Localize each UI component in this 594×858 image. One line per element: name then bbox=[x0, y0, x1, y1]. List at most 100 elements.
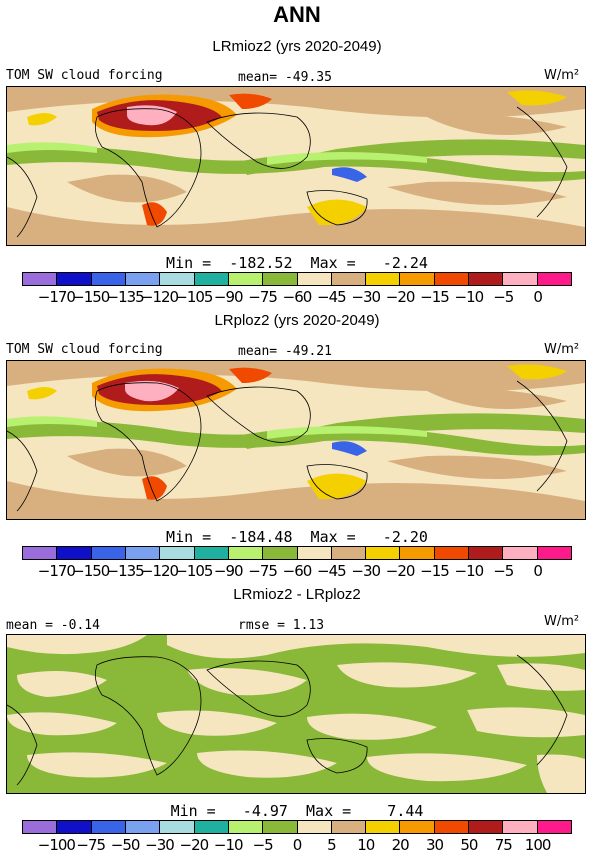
colorbar-swatch bbox=[400, 821, 435, 833]
colorbar-tick-label: −20 bbox=[179, 836, 210, 854]
colorbar-tick-label: −5 bbox=[252, 836, 274, 854]
panel-2-map bbox=[6, 360, 586, 520]
colorbar-swatch bbox=[23, 273, 58, 285]
panel-2-minmax: Min = -184.48 Max = -2.20 bbox=[166, 528, 428, 546]
colorbar-swatch bbox=[503, 547, 538, 559]
colorbar-tick-label: −75 bbox=[248, 288, 278, 306]
colorbar-swatch bbox=[331, 547, 367, 559]
colorbar-swatch bbox=[194, 547, 229, 559]
panel-3-colorbar-ticks: −100 −75 −50 −30 −20 −10 −5 0 5 10 20 30 50 75 100 bbox=[22, 836, 572, 854]
colorbar-tick-label: −20 bbox=[385, 562, 416, 580]
colorbar-swatch bbox=[366, 547, 401, 559]
colorbar-tick-label: 0 bbox=[292, 836, 302, 854]
panel-1-minmax: Min = -182.52 Max = -2.24 bbox=[166, 254, 428, 272]
panel-1-map bbox=[6, 86, 586, 246]
colorbar-tick-label: 5 bbox=[327, 836, 336, 854]
colorbar-tick-label: −170 bbox=[37, 562, 76, 580]
colorbar-swatch bbox=[503, 821, 538, 833]
panel-1-mean-label: mean= -49.35 bbox=[238, 70, 332, 85]
colorbar-swatch bbox=[263, 821, 298, 833]
colorbar-swatch bbox=[160, 273, 195, 285]
colorbar-tick-label: −105 bbox=[175, 288, 213, 306]
colorbar-tick-label: −75 bbox=[248, 562, 278, 580]
panel-2-colorbar-ticks: −170 −150 −135 −120 −105 −90 −75 −60 −45 −30 −20 −1… bbox=[22, 562, 572, 580]
figure-title: ANN bbox=[273, 2, 321, 27]
colorbar-tick-label: −50 bbox=[110, 836, 141, 854]
colorbar-swatch bbox=[91, 821, 126, 833]
colorbar-swatch bbox=[160, 547, 195, 559]
colorbar-tick-label: −60 bbox=[282, 562, 313, 580]
colorbar-swatch bbox=[503, 273, 538, 285]
colorbar-tick-label: 20 bbox=[391, 836, 410, 854]
colorbar-swatch bbox=[469, 547, 504, 559]
colorbar-tick-label: −120 bbox=[140, 562, 179, 580]
colorbar-swatch bbox=[331, 273, 367, 285]
panel-2-colorbar bbox=[22, 546, 572, 560]
colorbar-tick-label: 75 bbox=[494, 836, 513, 854]
colorbar-swatch bbox=[297, 547, 332, 559]
colorbar-tick-label: −5 bbox=[493, 562, 514, 580]
colorbar-swatch bbox=[125, 821, 161, 833]
colorbar-swatch bbox=[400, 273, 435, 285]
colorbar-swatch bbox=[23, 547, 58, 559]
panel-2-mean-label: mean= -49.21 bbox=[238, 344, 332, 359]
colorbar-swatch bbox=[400, 547, 435, 559]
colorbar-tick-label: −120 bbox=[140, 288, 179, 306]
colorbar-swatch bbox=[537, 273, 571, 285]
colorbar-tick-label: 30 bbox=[425, 836, 444, 854]
colorbar-swatch bbox=[366, 273, 401, 285]
panel-3-title: LRmioz2 - LRploz2 bbox=[233, 586, 361, 603]
colorbar-tick-label: −135 bbox=[106, 562, 145, 580]
panel-1-colorbar bbox=[22, 272, 572, 286]
colorbar-swatch bbox=[434, 547, 470, 559]
colorbar-swatch bbox=[331, 821, 367, 833]
colorbar-swatch bbox=[228, 547, 264, 559]
colorbar-tick-label: −170 bbox=[37, 288, 76, 306]
colorbar-swatch bbox=[23, 821, 58, 833]
colorbar-swatch bbox=[297, 821, 332, 833]
panel-2-variable-label: TOM SW cloud forcing bbox=[6, 342, 163, 357]
colorbar-swatch bbox=[469, 273, 504, 285]
colorbar-swatch bbox=[434, 273, 470, 285]
panel-3-mean-label: mean = -0.14 bbox=[6, 618, 100, 633]
colorbar-swatch bbox=[160, 821, 195, 833]
colorbar-swatch bbox=[91, 273, 126, 285]
colorbar-swatch bbox=[57, 547, 92, 559]
panel-2-units-label: W/m² bbox=[544, 342, 580, 357]
colorbar-swatch bbox=[434, 821, 470, 833]
colorbar-tick-label: −60 bbox=[282, 288, 313, 306]
panel-3-rmse-label: rmse = 1.13 bbox=[238, 618, 325, 633]
colorbar-tick-label: 0 bbox=[533, 562, 542, 580]
colorbar-swatch bbox=[194, 821, 229, 833]
colorbar-tick-label: −150 bbox=[72, 288, 110, 306]
panel-3-colorbar bbox=[22, 820, 572, 834]
colorbar-tick-label: −30 bbox=[351, 562, 381, 580]
panel-1-title: LRmioz2 (yrs 2020-2049) bbox=[212, 38, 382, 55]
colorbar-tick-label: −75 bbox=[76, 836, 106, 854]
colorbar-tick-label: −20 bbox=[385, 288, 416, 306]
colorbar-tick-label: −90 bbox=[213, 562, 244, 580]
colorbar-swatch bbox=[57, 273, 92, 285]
colorbar-swatch bbox=[263, 273, 298, 285]
colorbar-tick-label: −30 bbox=[145, 836, 175, 854]
colorbar-swatch bbox=[228, 273, 264, 285]
colorbar-tick-label: 50 bbox=[460, 836, 478, 854]
panel-3-map bbox=[6, 634, 586, 794]
colorbar-swatch bbox=[57, 821, 92, 833]
panel-2-title: LRploz2 (yrs 2020-2049) bbox=[214, 312, 380, 329]
panel-3-units-label: W/m² bbox=[544, 614, 580, 629]
colorbar-tick-label: −10 bbox=[213, 836, 244, 854]
colorbar-tick-label: −15 bbox=[420, 288, 450, 306]
colorbar-tick-label: −5 bbox=[493, 288, 514, 306]
colorbar-tick-label: −10 bbox=[454, 562, 485, 580]
panel-1-units-label: W/m² bbox=[544, 68, 580, 83]
colorbar-swatch bbox=[263, 547, 298, 559]
colorbar-tick-label: −150 bbox=[72, 562, 110, 580]
colorbar-swatch bbox=[297, 273, 332, 285]
colorbar-swatch bbox=[537, 821, 571, 833]
colorbar-tick-label: −100 bbox=[37, 836, 76, 854]
colorbar-tick-label: −30 bbox=[351, 288, 381, 306]
colorbar-tick-label: −90 bbox=[213, 288, 244, 306]
colorbar-tick-label: −45 bbox=[317, 562, 347, 580]
panel-1-variable-label: TOM SW cloud forcing bbox=[6, 68, 163, 83]
